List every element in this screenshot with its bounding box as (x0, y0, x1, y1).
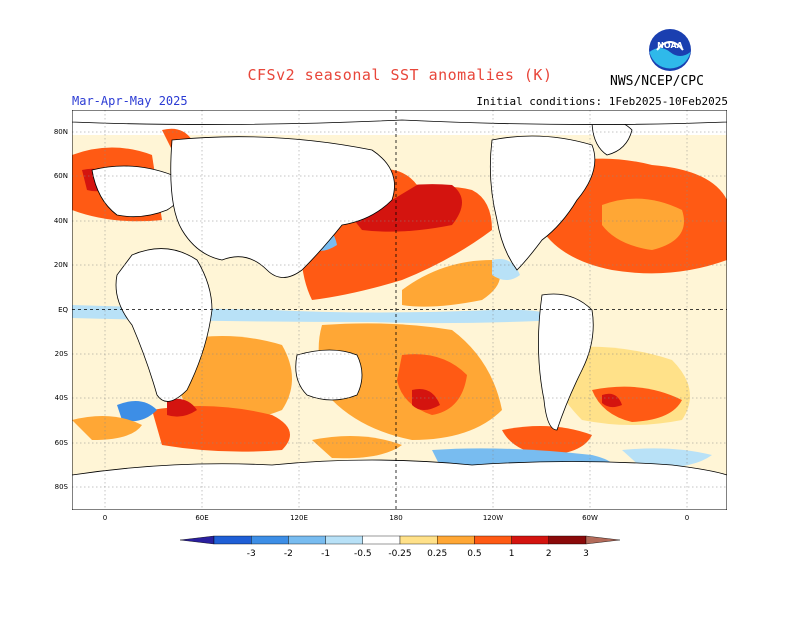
reference-lines (72, 110, 727, 510)
colorbar-label: 3 (583, 549, 589, 559)
season-label: Mar-Apr-May 2025 (72, 94, 188, 108)
colorbar-label: 0.5 (467, 549, 481, 559)
logo-text: NOAA (657, 41, 683, 50)
longitude-labels: 0 60E 120E 180 120W 60W 0 (103, 514, 689, 522)
colorbar-label: -0.5 (354, 549, 372, 559)
agency-label: NWS/NCEP/CPC (610, 74, 704, 89)
lat-label: 40N (54, 217, 68, 225)
lat-label: EQ (58, 306, 68, 314)
initial-conditions-label: Initial conditions: 1Feb2025-10Feb2025 (476, 95, 728, 108)
noaa-logo: NOAA (649, 29, 691, 71)
lon-label: 0 (103, 514, 107, 522)
colorbar-swatch (511, 535, 550, 545)
lat-label: 60N (54, 172, 68, 180)
lon-label: 60W (582, 514, 598, 522)
colorbar-swatch (362, 535, 401, 545)
colorbar-label: -2 (284, 549, 293, 559)
colorbar-labels: -3 -2 -1 -0.5 -0.25 0.25 0.5 1 2 3 (247, 549, 589, 559)
lon-label: 120W (483, 514, 503, 522)
grid-lines (72, 110, 727, 510)
lat-label: 20S (55, 350, 69, 358)
colorbar-swatch (288, 535, 326, 545)
colorbar: -3 -2 -1 -0.5 -0.25 0.25 0.5 1 2 3 (179, 535, 621, 559)
colorbar-label: 1 (509, 549, 515, 559)
continents (72, 110, 727, 510)
latitude-labels-outer: 80N 60N 40N 20N EQ 20S 40S 60S 80S (54, 128, 69, 491)
lat-label: 60S (55, 439, 69, 447)
colorbar-swatches (179, 535, 621, 545)
colorbar-swatch (437, 535, 475, 545)
lon-label: 60E (195, 514, 208, 522)
colorbar-label: 2 (546, 549, 552, 559)
lat-label: 40S (55, 394, 69, 402)
colorbar-swatch (325, 535, 364, 545)
sst-anomaly-map: 80N 60N 40N 20N EQ 20S 40S 60S 80S (72, 110, 727, 510)
colorbar-swatch (474, 535, 512, 545)
colorbar-label: -1 (321, 549, 330, 559)
lon-label: 120E (290, 514, 308, 522)
lat-label: 80N (54, 128, 68, 136)
lon-label: 0 (685, 514, 689, 522)
lon-label: 180 (389, 514, 402, 522)
colorbar-swatch (213, 535, 252, 545)
colorbar-swatch (548, 535, 587, 545)
colorbar-label: 0.25 (427, 549, 447, 559)
colorbar-swatch (179, 535, 215, 545)
chart-title: CFSv2 seasonal SST anomalies (K) (247, 66, 553, 84)
lat-label: 20N (54, 261, 68, 269)
lat-label: 80S (55, 483, 69, 491)
colorbar-label: -3 (247, 549, 256, 559)
colorbar-swatch (399, 535, 438, 545)
colorbar-swatch (250, 535, 289, 545)
colorbar-label: -0.25 (388, 549, 411, 559)
colorbar-swatch (585, 535, 621, 545)
